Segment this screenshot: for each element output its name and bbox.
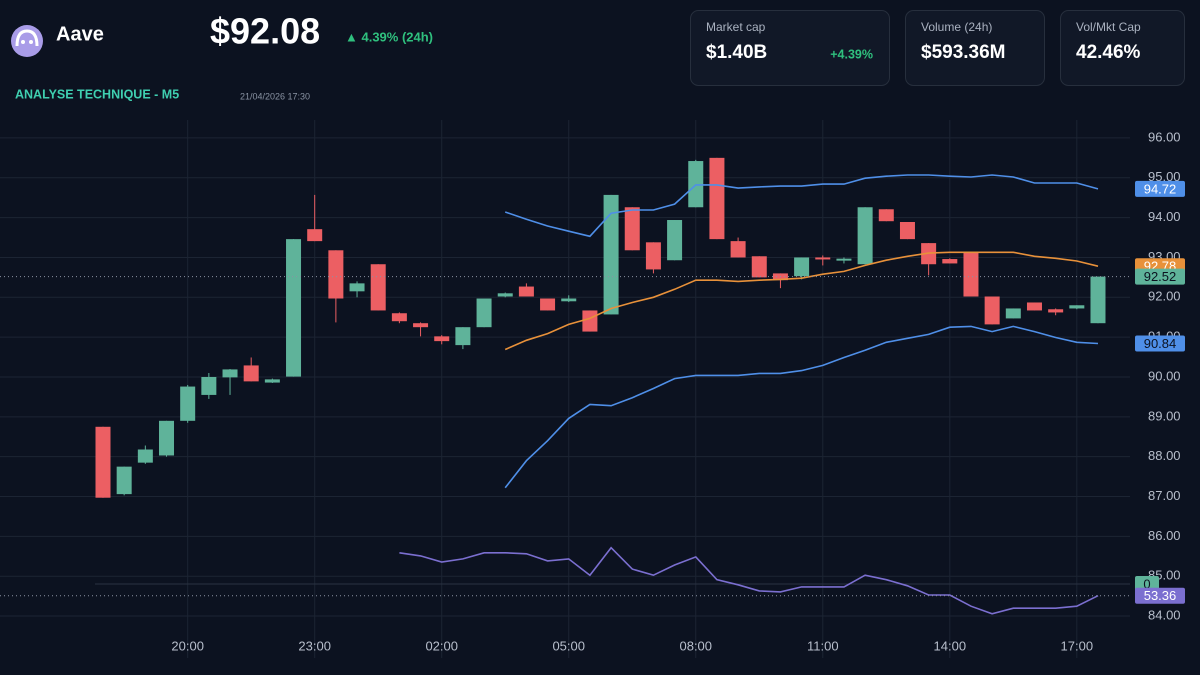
candle-body (370, 264, 386, 311)
x-tick-label: 11:00 (807, 638, 839, 653)
y-tick-label: 87.00 (1148, 488, 1181, 503)
section-title: ANALYSE TECHNIQUE - M5 (15, 87, 179, 101)
candle-body (582, 310, 598, 332)
candle-body (857, 207, 873, 265)
price-change: ▲ 4.39% (24h) (345, 29, 433, 44)
candle-body (307, 229, 323, 242)
candle-body (540, 298, 556, 311)
card: Market cap $1.40B +4.39% (690, 10, 890, 86)
y-tick-label: 95.00 (1148, 169, 1181, 184)
y-tick-label: 90.00 (1148, 368, 1181, 383)
candle-body (1005, 308, 1021, 319)
candle-body (159, 420, 175, 456)
candle-body (1069, 305, 1085, 309)
y-tick-label: 88.00 (1148, 448, 1181, 463)
logo (11, 25, 43, 57)
y-tick-label: 89.00 (1148, 408, 1181, 423)
candle-body (751, 256, 767, 278)
candle-body (794, 257, 810, 277)
candle-body (836, 258, 852, 261)
card: Volume (24h) $593.36M (905, 10, 1045, 86)
candle-body (95, 426, 111, 498)
candle-body (603, 194, 619, 315)
card-value: $1.40B (706, 42, 767, 63)
candle-body (476, 298, 492, 328)
timestamp: 21/04/2026 17:30 (240, 91, 310, 101)
price-badge-label: 0 (1143, 576, 1150, 591)
card-change: +4.39% (830, 47, 873, 61)
card-label: Vol/Mkt Cap (1076, 20, 1141, 34)
card-value: 42.46% (1076, 42, 1141, 63)
card-label: Volume (24h) (921, 20, 992, 34)
price-badge-label: 94.72 (1144, 181, 1177, 196)
asset-name: Aave (56, 23, 104, 45)
candle-body (963, 252, 979, 297)
candle-body (1048, 309, 1064, 313)
candle-body (222, 369, 238, 378)
price-badge (1135, 587, 1185, 604)
price-badge-label: 92.52 (1144, 269, 1177, 284)
price-badge (1135, 268, 1185, 285)
candle-body (180, 386, 196, 421)
candle-body (815, 257, 831, 260)
candle-body (497, 293, 513, 297)
indicator-line (504, 325, 1099, 489)
candle-body (201, 376, 217, 395)
y-tick-label: 92.00 (1148, 289, 1181, 304)
candle-body (709, 157, 725, 240)
candle-body (645, 242, 661, 270)
candle-body (286, 239, 302, 377)
candle-body (984, 296, 1000, 325)
candle-body (899, 221, 915, 240)
y-tick-label: 86.00 (1148, 528, 1181, 543)
x-tick-label: 20:00 (171, 638, 204, 653)
x-tick-label: 17:00 (1061, 638, 1094, 653)
y-tick-label: 94.00 (1148, 209, 1181, 224)
candle-body (518, 286, 534, 297)
candle-body (328, 250, 344, 299)
candle-body (561, 298, 577, 302)
candle-body (137, 449, 153, 463)
indicator-line (399, 546, 1099, 615)
candle-body (730, 241, 746, 258)
price-badge (1135, 180, 1185, 197)
indicator-line (504, 174, 1099, 238)
candle-body (455, 327, 471, 346)
candle-body (243, 365, 259, 382)
candle-body (391, 313, 407, 322)
x-tick-label: 02:00 (425, 638, 458, 653)
candle-body (116, 466, 132, 495)
price-badge-label: 53.36 (1144, 588, 1177, 603)
card: Vol/Mkt Cap 42.46% (1060, 10, 1185, 86)
candle-body (667, 220, 683, 261)
indicator-line (504, 251, 1099, 351)
card-label: Market cap (706, 20, 766, 34)
candle-body (942, 259, 958, 264)
price-badge (1135, 335, 1185, 352)
y-tick-label: 84.00 (1148, 607, 1181, 622)
candle-body (413, 323, 429, 328)
card-value: $593.36M (921, 42, 1006, 63)
x-tick-label: 08:00 (679, 638, 712, 653)
x-tick-label: 23:00 (298, 638, 331, 653)
chart: 84.0085.0086.0087.0088.0089.0090.0091.00… (0, 120, 1185, 658)
candle-body (349, 283, 365, 292)
candle-body (1090, 276, 1106, 324)
x-tick-label: 05:00 (552, 638, 585, 653)
candle-body (878, 209, 894, 222)
price-badge-label: 90.84 (1144, 336, 1177, 351)
candle-body (264, 379, 280, 383)
y-tick-label: 96.00 (1148, 129, 1181, 144)
candle-body (434, 336, 450, 342)
candle-body (1026, 302, 1042, 311)
price: $92.08 (210, 11, 320, 52)
x-tick-label: 14:00 (934, 638, 967, 653)
candle-body (624, 207, 640, 251)
